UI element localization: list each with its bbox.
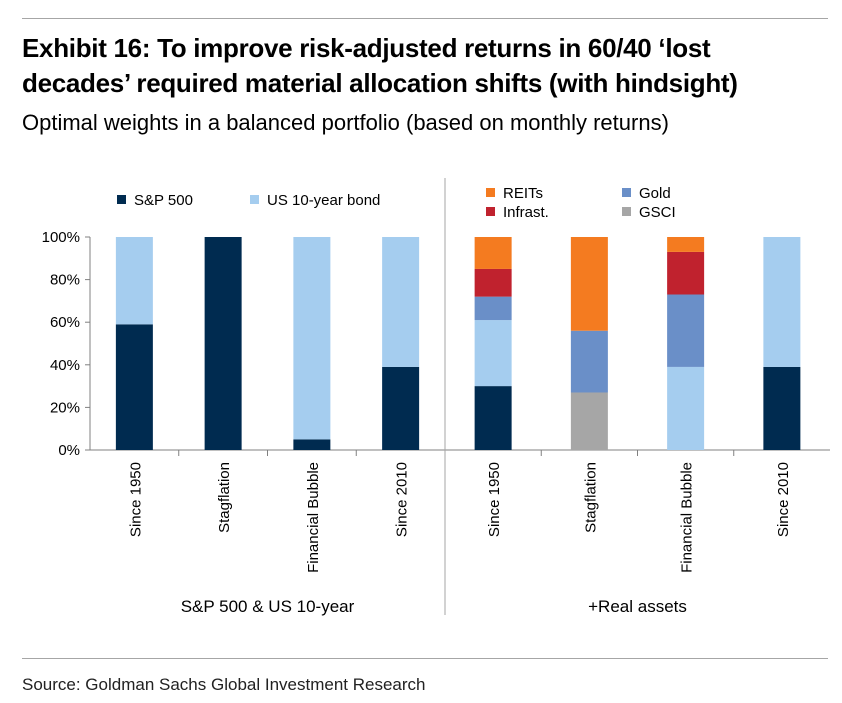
bar-segment [667,237,705,252]
legend-label: Gold [639,185,671,202]
top-rule [22,18,828,19]
chart-title: Exhibit 16: To improve risk-adjusted ret… [22,33,738,98]
y-tick-label: 40% [50,357,80,374]
bar-segment [293,439,331,450]
bar-segment [474,320,512,387]
y-tick-label: 0% [58,442,80,459]
source-note: Source: Goldman Sachs Global Investment … [22,675,426,694]
category-label: Since 1950 [486,462,503,537]
category-label: Financial Bubble [679,462,696,573]
category-label: Financial Bubble [305,462,322,573]
legend-label: US 10-year bond [267,192,380,209]
legend-swatch [250,195,259,204]
group-label: +Real assets [588,597,687,616]
bar-segment [204,237,242,450]
category-label: Since 2010 [394,462,411,537]
legend-swatch [622,207,631,216]
bar-segment [474,268,512,297]
bar-segment [382,366,420,450]
category-label: Stagflation [582,462,599,533]
bar-segment [115,324,153,450]
bar-segment [667,366,705,450]
bar-segment [570,237,608,331]
bar-segment [570,392,608,450]
legend-label: S&P 500 [134,192,193,209]
y-tick-label: 80% [50,272,80,289]
category-label: Since 1950 [127,462,144,537]
bar-segment [474,296,512,321]
legend-swatch [486,188,495,197]
y-tick-label: 20% [50,399,80,416]
category-label: Stagflation [216,462,233,533]
legend-swatch [622,188,631,197]
bar-segment [474,237,512,269]
legend-label: Infrast. [503,204,549,221]
legend-label: REITs [503,185,543,202]
group-label: S&P 500 & US 10-year [181,597,355,616]
bar-segment [763,237,801,367]
bar-segment [763,366,801,450]
y-tick-label: 60% [50,314,80,331]
chart-subtitle: Optimal weights in a balanced portfolio … [22,110,669,135]
category-label: Since 2010 [775,462,792,537]
y-tick-label: 100% [42,229,80,246]
legend-swatch [486,207,495,216]
bottom-rule [22,658,828,659]
bar-segment [667,251,705,295]
bar-segment [382,237,420,367]
bar-segment [667,294,705,367]
bar-segment [474,386,512,450]
bar-segment [570,330,608,393]
bar-segment [115,237,153,325]
legend-swatch [117,195,126,204]
legend-label: GSCI [639,204,676,221]
bar-segment [293,237,331,440]
